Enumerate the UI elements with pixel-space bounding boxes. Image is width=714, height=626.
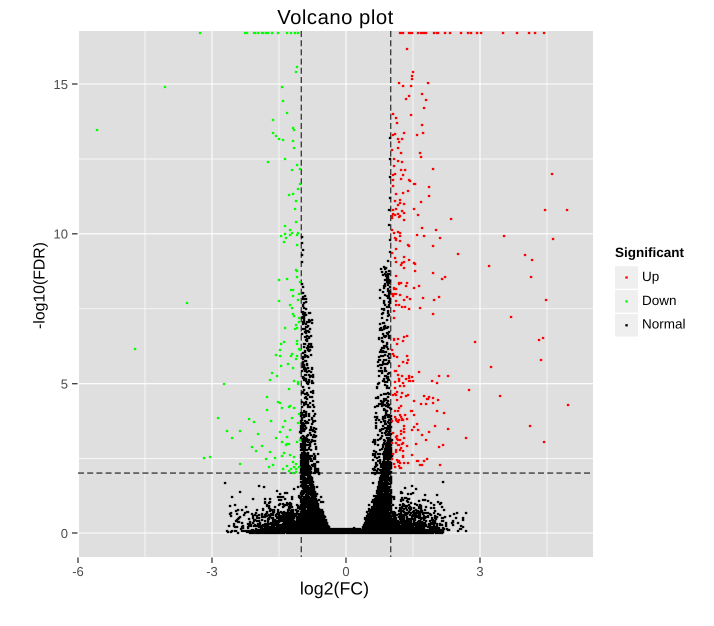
svg-text:15: 15 bbox=[54, 77, 68, 92]
svg-text:0: 0 bbox=[342, 564, 349, 579]
svg-text:Volcano plot: Volcano plot bbox=[277, 7, 394, 29]
svg-text:Down: Down bbox=[642, 293, 677, 308]
svg-text:-log10(FDR): -log10(FDR) bbox=[32, 242, 49, 329]
svg-text:-6: -6 bbox=[72, 564, 84, 579]
svg-text:log2(FC): log2(FC) bbox=[300, 579, 369, 599]
svg-text:-3: -3 bbox=[206, 564, 218, 579]
svg-text:Significant: Significant bbox=[615, 245, 685, 260]
svg-text:Normal: Normal bbox=[642, 317, 686, 332]
svg-text:5: 5 bbox=[61, 377, 68, 392]
svg-text:0: 0 bbox=[61, 526, 68, 541]
svg-text:3: 3 bbox=[476, 564, 483, 579]
svg-text:Up: Up bbox=[642, 269, 659, 284]
svg-text:10: 10 bbox=[54, 227, 68, 242]
